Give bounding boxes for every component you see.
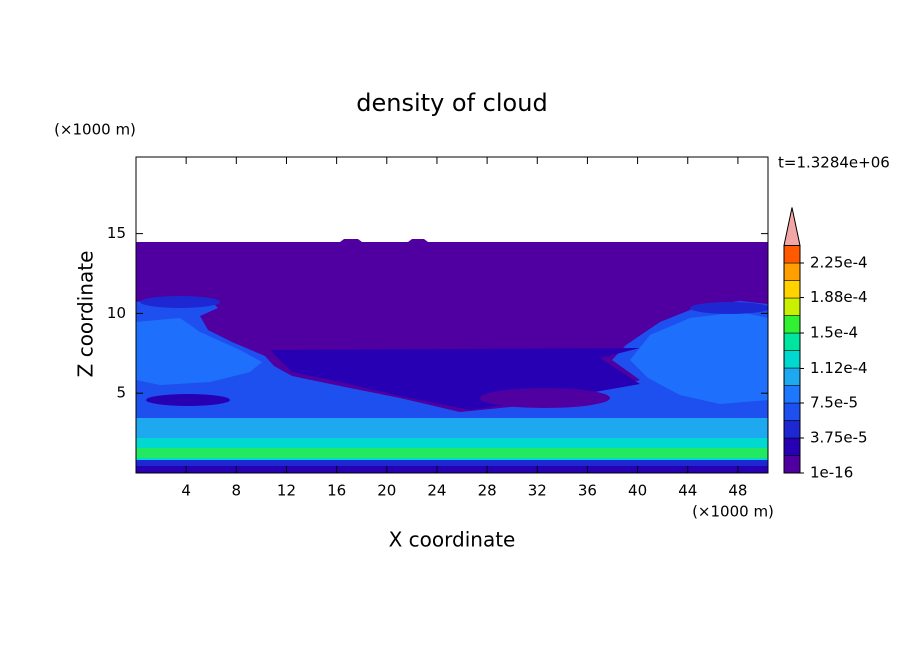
colorbar-band bbox=[783, 455, 801, 474]
y-tick-label: 5 bbox=[116, 384, 126, 402]
y-tick-label: 15 bbox=[107, 224, 126, 242]
y-unit: (×1000 m) bbox=[54, 121, 136, 139]
contour-field bbox=[136, 239, 768, 473]
colorbar-band bbox=[783, 332, 801, 351]
colorbar-extend bbox=[783, 207, 801, 246]
colorbar-band bbox=[783, 297, 801, 316]
chart-title: density of cloud bbox=[356, 89, 547, 117]
x-tick-label: 40 bbox=[628, 482, 647, 500]
colorbar-tick-label: 1.5e-4 bbox=[810, 324, 858, 342]
x-tick-label: 20 bbox=[377, 482, 396, 500]
colorbar-band bbox=[783, 367, 801, 386]
colorbar-band bbox=[783, 245, 801, 264]
colorbar-tick-label: 3.75e-5 bbox=[810, 429, 868, 447]
x-tick-label: 8 bbox=[232, 482, 242, 500]
x-tick-label: 24 bbox=[427, 482, 446, 500]
y-tick-label: 10 bbox=[107, 304, 126, 322]
x-tick-label: 12 bbox=[277, 482, 296, 500]
time-annotation: t=1.3284e+06 bbox=[778, 154, 890, 172]
x-unit: (×1000 m) bbox=[692, 503, 774, 521]
x-tick-label: 16 bbox=[327, 482, 346, 500]
colorbar-tick-label: 7.5e-5 bbox=[810, 394, 858, 412]
colorbar-tick-label: 1.88e-4 bbox=[810, 288, 868, 306]
colorbar-band bbox=[783, 420, 801, 439]
colorbar-frame bbox=[783, 245, 801, 474]
colorbar-tick-label: 2.25e-4 bbox=[810, 254, 868, 272]
colorbar-band bbox=[783, 280, 801, 299]
x-axis-label: X coordinate bbox=[389, 528, 516, 552]
x-tick-label: 36 bbox=[578, 482, 597, 500]
x-tick-label: 44 bbox=[678, 482, 697, 500]
x-tick-label: 48 bbox=[728, 482, 747, 500]
plot-frame bbox=[135, 156, 769, 474]
colorbar-band bbox=[783, 402, 801, 421]
x-tick-label: 32 bbox=[528, 482, 547, 500]
colorbar-band bbox=[783, 385, 801, 404]
x-tick-label: 4 bbox=[181, 482, 191, 500]
colorbar-band bbox=[783, 437, 801, 456]
colorbar-tick-label: 1e-16 bbox=[810, 464, 853, 482]
x-tick-label: 28 bbox=[478, 482, 497, 500]
colorbar-tick-label: 1.12e-4 bbox=[810, 359, 868, 377]
colorbar-band bbox=[783, 350, 801, 369]
y-axis-label: Z coordinate bbox=[74, 251, 98, 378]
colorbar-band bbox=[783, 262, 801, 281]
colorbar-band bbox=[783, 315, 801, 334]
